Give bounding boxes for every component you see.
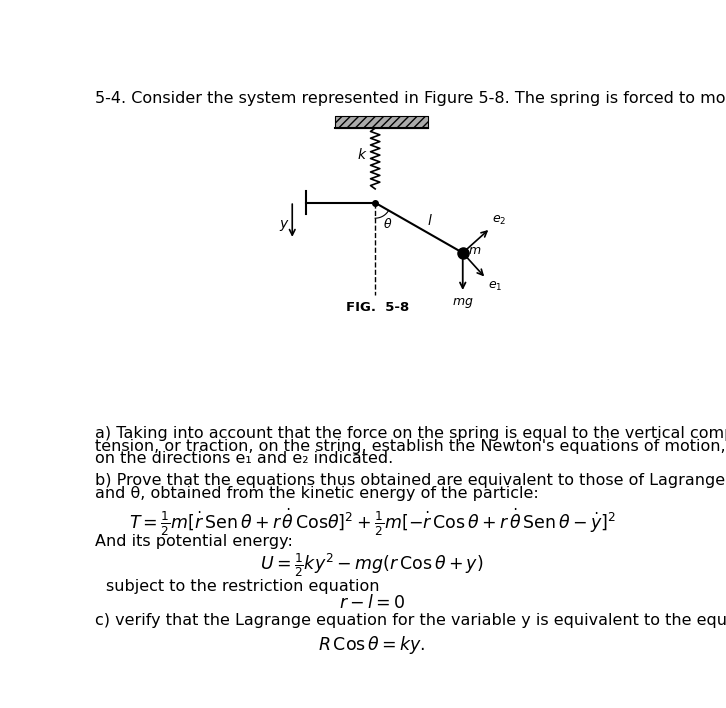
Text: $y$: $y$: [280, 218, 290, 234]
Text: on the directions e₁ and e₂ indicated.: on the directions e₁ and e₂ indicated.: [94, 452, 393, 467]
Text: $l$: $l$: [427, 212, 433, 227]
Text: $U = \frac{1}{2}ky^2 - mg(r\,\mathrm{Cos}\,\theta + y)$: $U = \frac{1}{2}ky^2 - mg(r\,\mathrm{Cos…: [261, 552, 484, 579]
Text: $R\,\mathrm{Cos}\,\theta = ky.$: $R\,\mathrm{Cos}\,\theta = ky.$: [318, 634, 426, 656]
Text: subject to the restriction equation: subject to the restriction equation: [106, 579, 380, 594]
Text: 5-4. Consider the system represented in Figure 5-8. The spring is forced to move: 5-4. Consider the system represented in …: [94, 91, 726, 106]
Text: $r - l = 0$: $r - l = 0$: [339, 594, 405, 612]
Text: $T = \frac{1}{2}m[\dot{r}\,\mathrm{Sen}\,\theta + r\,\dot{\theta}\,\mathrm{Cos}\: $T = \frac{1}{2}m[\dot{r}\,\mathrm{Sen}\…: [129, 506, 616, 537]
Text: $mg$: $mg$: [452, 296, 473, 310]
Text: b) Prove that the equations thus obtained are equivalent to those of Lagrange fo: b) Prove that the equations thus obtaine…: [94, 474, 726, 489]
Text: $k$: $k$: [357, 147, 367, 162]
Text: $e_2$: $e_2$: [492, 213, 506, 227]
Text: $m$: $m$: [468, 244, 481, 257]
Text: FIG.  5-8: FIG. 5-8: [346, 302, 409, 314]
Text: tension, or traction, on the string, establish the Newton's equations of motion,: tension, or traction, on the string, est…: [94, 439, 726, 454]
Text: $e_1$: $e_1$: [489, 280, 503, 293]
Text: a) Taking into account that the force on the spring is equal to the vertical com: a) Taking into account that the force on…: [94, 426, 726, 441]
Text: And its potential energy:: And its potential energy:: [94, 535, 293, 549]
Text: c) verify that the Lagrange equation for the variable y is equivalent to the equ: c) verify that the Lagrange equation for…: [94, 613, 726, 628]
Text: $\theta$: $\theta$: [383, 217, 392, 231]
Text: and θ, obtained from the kinetic energy of the particle:: and θ, obtained from the kinetic energy …: [94, 486, 539, 501]
